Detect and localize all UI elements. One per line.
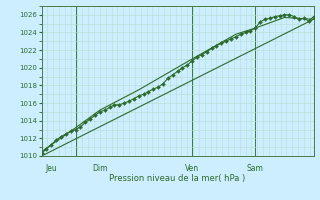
X-axis label: Pression niveau de la mer( hPa ): Pression niveau de la mer( hPa ) — [109, 174, 246, 183]
Text: Ven: Ven — [185, 164, 199, 173]
Text: Sam: Sam — [247, 164, 264, 173]
Text: Dim: Dim — [92, 164, 108, 173]
Text: Jeu: Jeu — [45, 164, 57, 173]
